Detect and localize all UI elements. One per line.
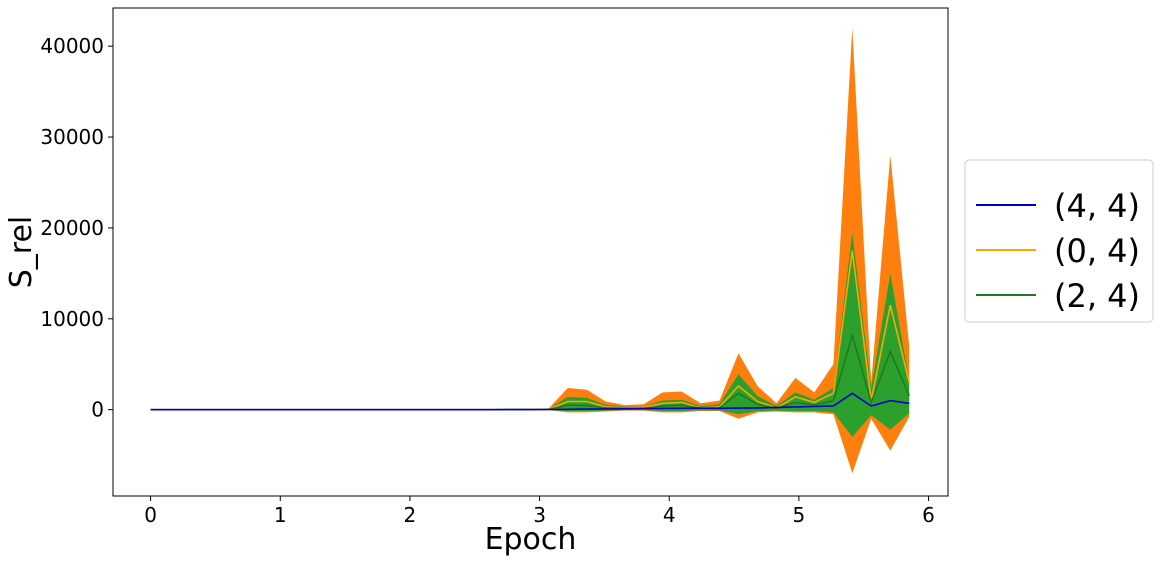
x-tick-label: 1 xyxy=(274,503,287,527)
x-tick-label: 4 xyxy=(663,503,676,527)
y-tick-label: 0 xyxy=(91,398,104,422)
line-series-0 xyxy=(150,392,910,411)
legend-label-2: (2, 4) xyxy=(1054,277,1140,315)
series-lines xyxy=(150,250,910,411)
legend: (4, 4) (0, 4) (2, 4) xyxy=(964,159,1154,323)
y-axis-ticks: 0 10000 20000 30000 40000 xyxy=(40,34,113,422)
legend-label-1: (0, 4) xyxy=(1054,232,1140,270)
x-axis-ticks: 0 1 2 3 4 5 6 xyxy=(144,496,935,527)
legend-label-0: (4, 4) xyxy=(1054,187,1140,225)
legend-box xyxy=(964,159,1154,323)
y-tick-label: 40000 xyxy=(40,34,104,58)
x-tick-label: 0 xyxy=(144,503,157,527)
y-axis-label: S_rel xyxy=(4,216,39,289)
x-axis-label: Epoch xyxy=(485,522,577,557)
x-tick-label: 5 xyxy=(793,503,806,527)
x-tick-label: 3 xyxy=(533,503,546,527)
plot-frame xyxy=(112,7,949,497)
x-tick-label: 6 xyxy=(922,503,935,527)
y-tick-label: 30000 xyxy=(40,125,104,149)
y-tick-label: 20000 xyxy=(40,216,104,240)
x-tick-label: 2 xyxy=(404,503,417,527)
y-tick-label: 10000 xyxy=(40,307,104,331)
legend-items: (4, 4) (0, 4) (2, 4) xyxy=(976,187,1140,315)
